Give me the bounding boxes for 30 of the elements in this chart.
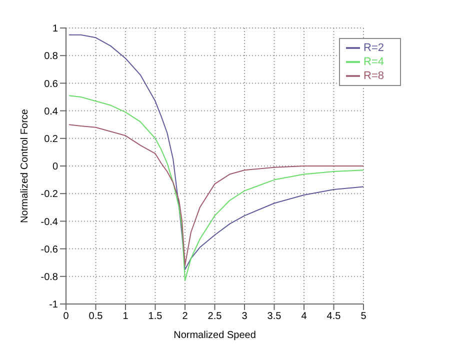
legend-label: R=4 bbox=[364, 56, 384, 68]
x-tick-label: 0 bbox=[63, 311, 70, 322]
y-tick-label: 0.8 bbox=[44, 51, 58, 62]
y-tick-label: 0 bbox=[52, 162, 58, 173]
x-tick-label: 3.5 bbox=[267, 311, 282, 322]
y-tick-label: 0.4 bbox=[44, 106, 58, 118]
line-series bbox=[68, 95, 364, 282]
y-tick-label: -0.8 bbox=[40, 272, 58, 283]
x-tick-label: 1.5 bbox=[148, 311, 163, 322]
x-tick-label: 5 bbox=[360, 311, 367, 322]
x-tick-label: 2 bbox=[182, 311, 188, 322]
y-tick-label: -0.2 bbox=[40, 189, 58, 200]
x-tick-label: 1 bbox=[122, 311, 129, 322]
x-tick-label: 3 bbox=[242, 311, 248, 322]
x-tick-label: 4.5 bbox=[326, 311, 342, 322]
y-axis-title: Normalized Control Force bbox=[20, 108, 31, 223]
line-series bbox=[68, 34, 364, 270]
x-tick-label: 4 bbox=[301, 311, 308, 322]
legend-label: R=8 bbox=[364, 70, 384, 82]
y-tick-label: -1 bbox=[49, 300, 58, 311]
y-tick-label: 0.6 bbox=[44, 78, 58, 90]
x-tick-label: 0.5 bbox=[88, 311, 104, 322]
line-series bbox=[68, 124, 364, 266]
y-tick-label: -0.4 bbox=[40, 216, 58, 228]
y-tick-label: 1 bbox=[52, 24, 58, 35]
x-axis-title: Normalized Speed bbox=[174, 330, 256, 341]
x-tick-label: 2.5 bbox=[208, 311, 222, 322]
y-tick-label: 0.2 bbox=[44, 134, 58, 145]
legend-label: R=2 bbox=[364, 42, 384, 54]
y-tick-label: -0.6 bbox=[40, 244, 58, 256]
